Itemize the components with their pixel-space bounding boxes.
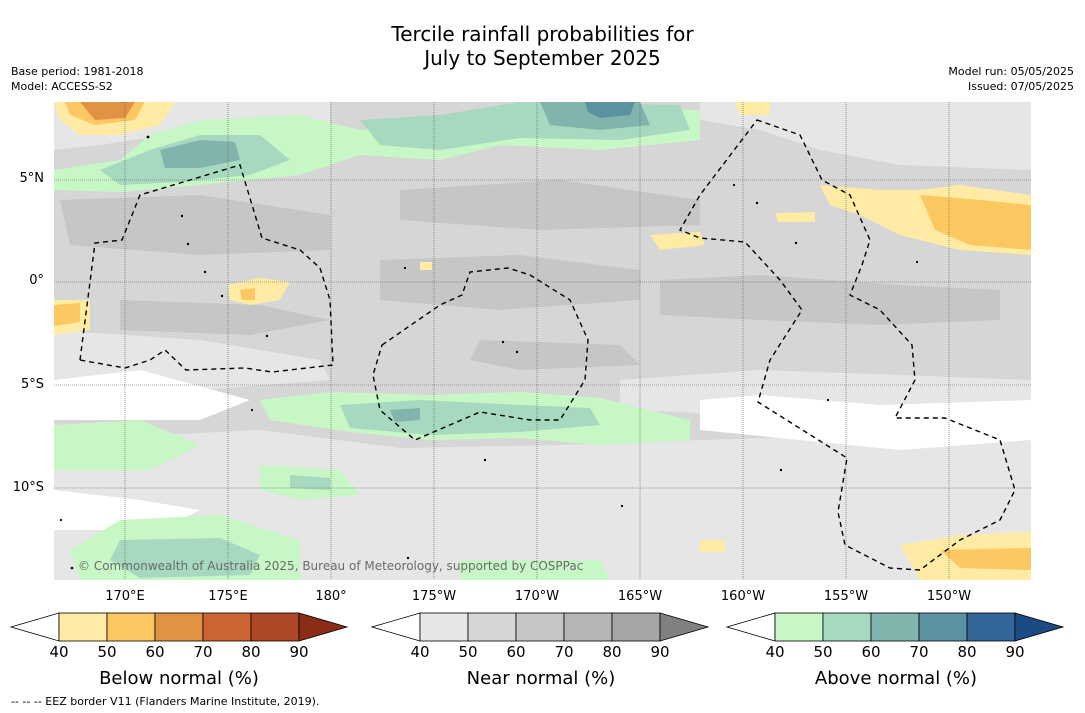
colorbar-segment (774, 612, 824, 642)
colorbar-tick-label: 70 (193, 643, 213, 661)
above-normal-title: Above normal (%) (814, 668, 978, 689)
colorbar-segment (58, 612, 108, 642)
colorbar-extend-high (659, 612, 710, 642)
colorbar-tick-label: 40 (410, 643, 430, 661)
graticule (54, 102, 1031, 580)
base-period-text: Base period: 1981-2018 (11, 65, 144, 78)
colorbar-segment (822, 612, 872, 642)
colorbar-segment (467, 612, 517, 642)
colorbar-tick-label: 90 (289, 643, 309, 661)
colorbar-tick-label: 40 (765, 643, 785, 661)
colorbar-tick-label: 90 (650, 643, 670, 661)
eez-kiribati-line (678, 119, 1016, 571)
colorbar-segment (250, 612, 300, 642)
lat-label-5N: 5°N (19, 171, 45, 186)
lon-label-180: 180° (315, 589, 347, 604)
lon-label-165W: 165°W (617, 589, 663, 604)
colorbar-tick-label: 90 (1005, 643, 1025, 661)
eez-kiribati-gilbert (79, 164, 334, 373)
colorbar-extend-high (1014, 612, 1065, 642)
copyright-credit: © Commonwealth of Australia 2025, Bureau… (78, 559, 584, 573)
lat-label-0: 0° (29, 273, 44, 288)
near-normal-60-70-regions (60, 180, 1000, 370)
colorbar-segment (870, 612, 920, 642)
eez-kiribati-phoenix (372, 267, 589, 441)
colorbar-segment (918, 612, 968, 642)
lon-label-170E: 170°E (105, 589, 145, 604)
above-normal-50-60-regions (100, 102, 690, 578)
above-normal-70-80-regions (585, 102, 635, 118)
colorbar-extend-low (725, 612, 776, 642)
colorbar-segment (106, 612, 156, 642)
colorbars (9, 612, 1065, 642)
colorbar-segment (202, 612, 252, 642)
issued-date-text: Issued: 07/05/2025 (967, 80, 1074, 93)
islands (59, 135, 919, 570)
colorbar-segment (419, 612, 469, 642)
eez-border-footnote: -- -- -- EEZ border V11 (Flanders Marine… (11, 695, 320, 708)
below-normal-colorbar (9, 612, 349, 642)
lon-label-150W: 150°W (926, 589, 972, 604)
eez-borders (79, 119, 1016, 571)
below-normal-title: Below normal (%) (99, 668, 259, 689)
lon-label-160W: 160°W (720, 589, 766, 604)
colorbar-tick-label: 50 (813, 643, 833, 661)
lat-label-10S: 10°S (12, 480, 44, 495)
model-name-text: Model: ACCESS-S2 (11, 80, 113, 93)
colorbar-tick-label: 80 (602, 643, 622, 661)
colorbar-tick-label: 50 (97, 643, 117, 661)
map-title-line-2: July to September 2025 (424, 46, 661, 70)
lon-label-175E: 175°E (208, 589, 248, 604)
colorbar-segment (563, 612, 613, 642)
colorbar-tick-label: 60 (145, 643, 165, 661)
colorbar-tick-label: 80 (957, 643, 977, 661)
colorbar-tick-label: 70 (554, 643, 574, 661)
colorbar-segment (611, 612, 661, 642)
near-normal-colorbar (370, 612, 710, 642)
colorbar-tick-label: 80 (241, 643, 261, 661)
colorbar-tick-label: 40 (49, 643, 69, 661)
lon-label-175W: 175°W (411, 589, 457, 604)
colorbar-segment (515, 612, 565, 642)
lon-label-170W: 170°W (514, 589, 560, 604)
map-title-line-1: Tercile rainfall probabilities for (391, 22, 694, 46)
colorbar-segment (966, 612, 1016, 642)
colorbar-extend-low (9, 612, 60, 642)
colorbar-tick-label: 60 (861, 643, 881, 661)
near-normal-title: Near normal (%) (466, 668, 616, 689)
colorbar-tick-label: 70 (909, 643, 929, 661)
lat-label-5S: 5°S (20, 377, 44, 392)
colorbar-extend-low (370, 612, 421, 642)
colorbar-segment (154, 612, 204, 642)
model-run-text: Model run: 05/05/2025 (948, 65, 1074, 78)
above-normal-colorbar (725, 612, 1065, 642)
lon-label-155W: 155°W (823, 589, 869, 604)
colorbar-tick-label: 60 (506, 643, 526, 661)
colorbar-extend-high (298, 612, 349, 642)
colorbar-tick-label: 50 (458, 643, 478, 661)
below-normal-60-70-regions (80, 102, 135, 120)
